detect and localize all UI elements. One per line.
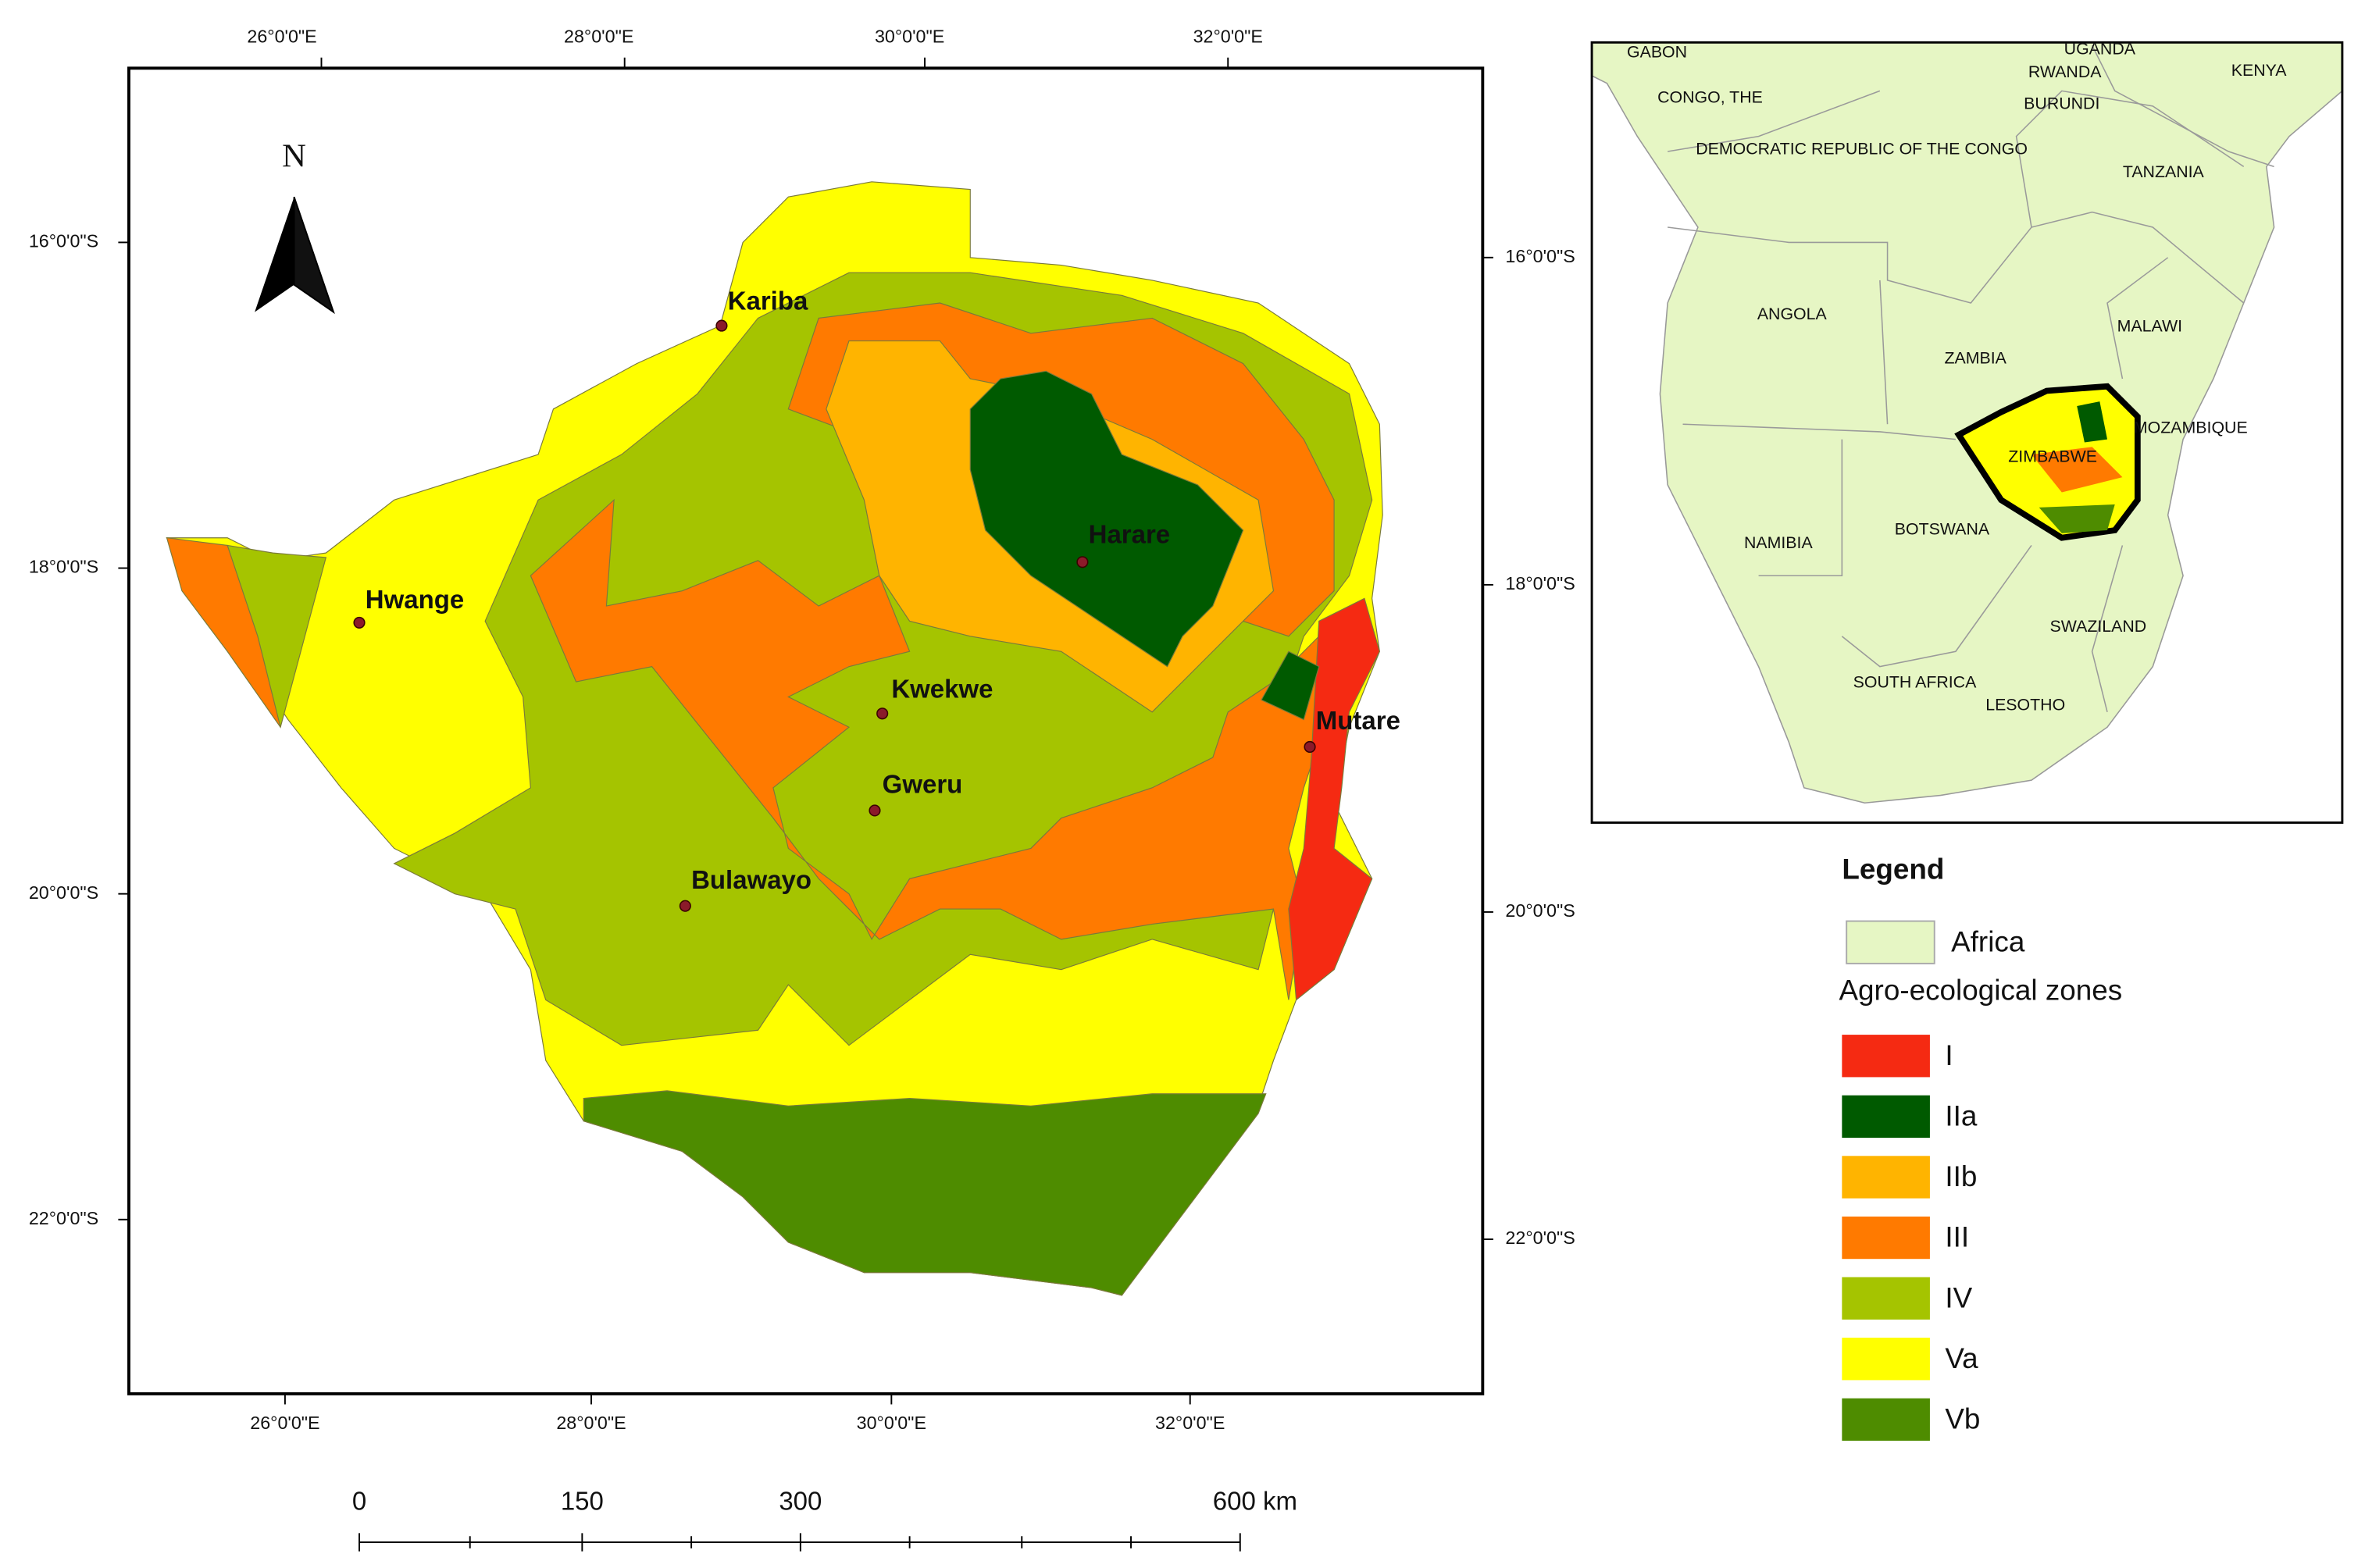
scale-label: 150 — [561, 1486, 604, 1515]
zimbabwe-zones — [166, 181, 1383, 1296]
lon-label: 30°0'0"E — [857, 1413, 926, 1433]
legend-label: IV — [1945, 1281, 1972, 1313]
legend: Legend Africa Agro-ecological zones I IIa… — [1839, 853, 2122, 1441]
lon-label: 28°0'0"E — [564, 27, 633, 47]
inset-frame — [1590, 41, 2344, 824]
zone-vb — [583, 1090, 1267, 1296]
city-label: Mutare — [1316, 706, 1400, 735]
legend-title: Legend — [1842, 853, 1944, 885]
zone-iia-east — [1261, 650, 1320, 721]
inset-borders — [1668, 45, 2274, 713]
lat-label: 16°0'0"S — [29, 231, 98, 251]
city-label: Kwekwe — [891, 674, 993, 703]
legend-swatch — [1842, 1398, 1930, 1441]
legend-swatch — [1846, 920, 1935, 964]
scale-labels: 0 150 300 600 km — [352, 1486, 1297, 1515]
scale-bar — [358, 1533, 1241, 1552]
lat-label: 20°0'0"S — [29, 882, 98, 903]
zone-iia — [969, 370, 1244, 668]
lat-label: 18°0'0"S — [29, 557, 98, 577]
country-label: BOTSWANA — [1895, 520, 1990, 539]
lat-label: 22°0'0"S — [1505, 1228, 1575, 1248]
city-label: Harare — [1089, 520, 1171, 549]
country-label: KENYA — [2231, 61, 2288, 80]
country-label: BURUNDI — [2024, 94, 2099, 113]
scale-label: 300 — [779, 1486, 822, 1515]
lat-label: 18°0'0"S — [1505, 573, 1575, 593]
lon-label: 30°0'0"E — [875, 27, 944, 47]
legend-group-title: Agro-ecological zones — [1839, 975, 2122, 1007]
lon-label: 32°0'0"E — [1193, 27, 1263, 47]
legend-swatch — [1842, 1338, 1930, 1381]
zone-i — [1288, 597, 1380, 1001]
legend-label: I — [1945, 1039, 1953, 1071]
zone-iii — [530, 498, 1335, 1000]
scale-label: 0 — [352, 1486, 366, 1515]
country-label: TANZANIA — [2123, 162, 2205, 181]
city-label: Kariba — [728, 287, 808, 315]
legend-label: Africa — [1951, 925, 2025, 957]
africa-land — [1591, 41, 2343, 804]
country-label: ZAMBIA — [1944, 348, 2007, 367]
city-label: Hwange — [366, 585, 464, 614]
city-label: Bulawayo — [691, 865, 812, 894]
lat-label: 20°0'0"S — [1505, 900, 1575, 921]
north-label: N — [282, 138, 306, 175]
lon-label: 28°0'0"E — [556, 1413, 626, 1433]
country-label: NAMIBIA — [1744, 533, 1813, 552]
country-label: SOUTH AFRICA — [1853, 673, 1977, 692]
country-label: MOZAMBIQUE — [2134, 419, 2248, 437]
cities — [353, 319, 1316, 912]
lat-label: 22°0'0"S — [29, 1208, 98, 1228]
legend-label: III — [1945, 1221, 1969, 1253]
country-label: RWANDA — [2028, 62, 2102, 81]
country-label: ZIMBABWE — [2008, 447, 2097, 466]
city-labels: Kariba Harare Hwange Kwekwe Mutare Gweru… — [366, 287, 1400, 894]
lon-label: 26°0'0"E — [247, 27, 316, 47]
legend-swatch — [1842, 1095, 1930, 1139]
country-label: UGANDA — [2064, 40, 2136, 59]
lon-label: 26°0'0"E — [250, 1413, 319, 1433]
country-label: GABON — [1627, 43, 1687, 62]
legend-swatch — [1842, 1216, 1930, 1260]
legend-swatch — [1842, 1156, 1930, 1199]
country-label: LESOTHO — [1985, 696, 2065, 715]
country-label: CONGO, THE — [1657, 88, 1763, 107]
scale-label: 600 km — [1213, 1486, 1297, 1515]
inset-zone — [2031, 447, 2123, 493]
zone-iii-west — [166, 537, 281, 728]
country-label: DEMOCRATIC REPUBLIC OF THE CONGO — [1696, 140, 2028, 159]
country-label: ANGOLA — [1757, 305, 1828, 323]
legend-swatch — [1842, 1277, 1930, 1320]
lat-label: 16°0'0"S — [1505, 246, 1575, 266]
city-label: Gweru — [883, 770, 963, 799]
legend-label: Vb — [1945, 1403, 1980, 1435]
country-label: MALAWI — [2117, 317, 2182, 336]
graticule-ticks — [118, 57, 1493, 1405]
legend-label: IIb — [1945, 1160, 1977, 1192]
legend-swatch — [1842, 1035, 1930, 1078]
legend-label: Va — [1945, 1342, 1978, 1374]
inset-map — [1590, 41, 2344, 824]
legend-label: IIa — [1945, 1100, 1977, 1132]
country-label: SWAZILAND — [2050, 617, 2147, 636]
graticule-labels: 26°0'0"E 28°0'0"E 30°0'0"E 32°0'0"E 26°0… — [29, 27, 1575, 1433]
inset-zone — [2077, 401, 2108, 443]
inset-labels: GABON CONGO, THE UGANDA RWANDA KENYA BUR… — [1627, 40, 2287, 715]
inset-zone — [2039, 504, 2115, 533]
lon-label: 32°0'0"E — [1155, 1413, 1225, 1433]
